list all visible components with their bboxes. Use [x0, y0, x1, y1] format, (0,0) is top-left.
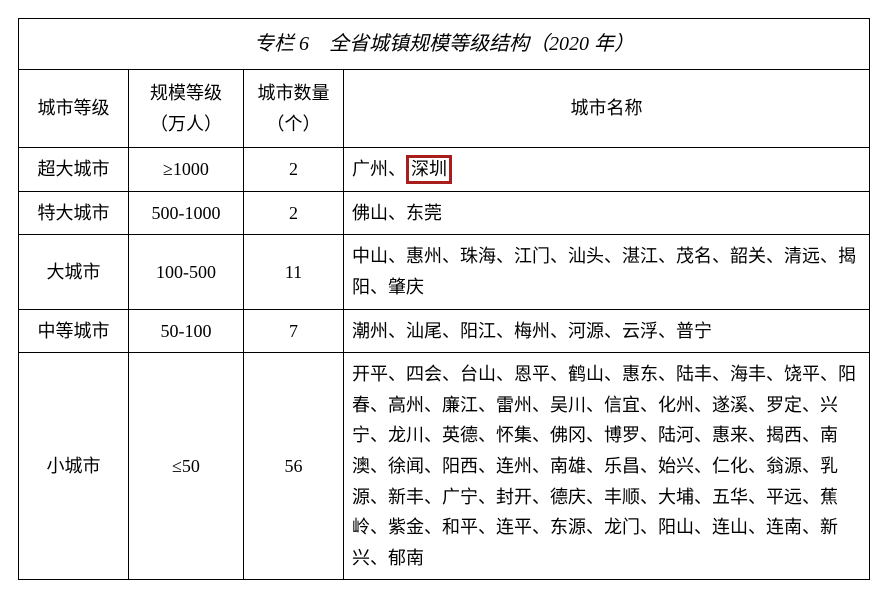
cell-level: 超大城市 [19, 148, 129, 192]
cell-scale: ≥1000 [129, 148, 244, 192]
header-scale: 规模等级（万人） [129, 70, 244, 148]
table-row: 特大城市 500-1000 2 佛山、东莞 [19, 191, 870, 235]
names-highlight: 深圳 [406, 155, 452, 184]
header-level: 城市等级 [19, 70, 129, 148]
header-count: 城市数量（个） [244, 70, 344, 148]
city-scale-table: 专栏 6 全省城镇规模等级结构（2020 年） 城市等级 规模等级（万人） 城市… [18, 18, 870, 580]
table-row: 超大城市 ≥1000 2 广州、深圳 [19, 148, 870, 192]
table-row: 小城市 ≤50 56 开平、四会、台山、恩平、鹤山、惠东、陆丰、海丰、饶平、阳春… [19, 353, 870, 580]
table-title-row: 专栏 6 全省城镇规模等级结构（2020 年） [19, 19, 870, 70]
cell-names: 中山、惠州、珠海、江门、汕头、湛江、茂名、韶关、清远、揭阳、肇庆 [344, 235, 870, 309]
cell-names: 佛山、东莞 [344, 191, 870, 235]
cell-scale: 500-1000 [129, 191, 244, 235]
cell-count: 2 [244, 191, 344, 235]
cell-names: 开平、四会、台山、恩平、鹤山、惠东、陆丰、海丰、饶平、阳春、高州、廉江、雷州、吴… [344, 353, 870, 580]
cell-names: 广州、深圳 [344, 148, 870, 192]
table-header-row: 城市等级 规模等级（万人） 城市数量（个） 城市名称 [19, 70, 870, 148]
cell-level: 中等城市 [19, 309, 129, 353]
cell-level: 大城市 [19, 235, 129, 309]
cell-count: 7 [244, 309, 344, 353]
cell-names: 潮州、汕尾、阳江、梅州、河源、云浮、普宁 [344, 309, 870, 353]
cell-count: 2 [244, 148, 344, 192]
cell-level: 特大城市 [19, 191, 129, 235]
cell-count: 11 [244, 235, 344, 309]
cell-scale: ≤50 [129, 353, 244, 580]
names-prefix: 广州、 [352, 159, 406, 179]
header-names: 城市名称 [344, 70, 870, 148]
cell-scale: 100-500 [129, 235, 244, 309]
table-title: 专栏 6 全省城镇规模等级结构（2020 年） [19, 19, 870, 70]
cell-level: 小城市 [19, 353, 129, 580]
cell-count: 56 [244, 353, 344, 580]
cell-scale: 50-100 [129, 309, 244, 353]
table-row: 中等城市 50-100 7 潮州、汕尾、阳江、梅州、河源、云浮、普宁 [19, 309, 870, 353]
table-row: 大城市 100-500 11 中山、惠州、珠海、江门、汕头、湛江、茂名、韶关、清… [19, 235, 870, 309]
